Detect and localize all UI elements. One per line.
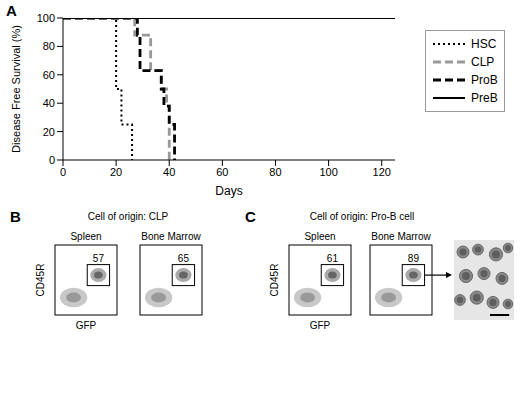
svg-text:Spleen: Spleen <box>304 231 335 242</box>
svg-text:100: 100 <box>319 166 337 178</box>
svg-text:20: 20 <box>110 166 122 178</box>
svg-text:0: 0 <box>60 166 66 178</box>
svg-text:57: 57 <box>93 253 105 264</box>
svg-text:Cell of origin: Pro-B cell: Cell of origin: Pro-B cell <box>310 211 414 222</box>
svg-text:100: 100 <box>37 12 55 24</box>
html-text:A: A <box>6 2 17 19</box>
svg-text:89: 89 <box>408 253 420 264</box>
svg-text:GFP: GFP <box>76 320 97 331</box>
svg-text:CD45R: CD45R <box>35 264 46 297</box>
svg-text:GFP: GFP <box>310 320 331 331</box>
svg-text:Bone Marrow: Bone Marrow <box>371 231 431 242</box>
svg-text:C: C <box>245 208 256 225</box>
html-text:CLP: CLP <box>471 55 495 69</box>
svg-text:65: 65 <box>178 253 190 264</box>
svg-text:60: 60 <box>216 166 228 178</box>
svg-text:Cell of origin: CLP: Cell of origin: CLP <box>88 211 169 222</box>
html-text:HSC: HSC <box>471 37 497 51</box>
svg-text:120: 120 <box>373 166 391 178</box>
svg-text:Bone Marrow: Bone Marrow <box>141 231 201 242</box>
svg-text:B: B <box>10 208 21 225</box>
html-text:ProB: ProB <box>471 73 498 87</box>
svg-text:60: 60 <box>43 69 55 81</box>
svg-text:80: 80 <box>43 40 55 52</box>
svg-text:20: 20 <box>43 126 55 138</box>
svg-text:Spleen: Spleen <box>70 231 101 242</box>
svg-text:80: 80 <box>269 166 281 178</box>
html-text:PreB: PreB <box>471 91 498 105</box>
svg-text:61: 61 <box>327 253 339 264</box>
svg-text:Disease Free Survival (%): Disease Free Survival (%) <box>10 25 22 153</box>
svg-text:0: 0 <box>49 154 55 166</box>
svg-text:CD45R: CD45R <box>269 264 280 297</box>
svg-text:Days: Days <box>215 184 242 198</box>
svg-text:40: 40 <box>163 166 175 178</box>
svg-text:40: 40 <box>43 97 55 109</box>
